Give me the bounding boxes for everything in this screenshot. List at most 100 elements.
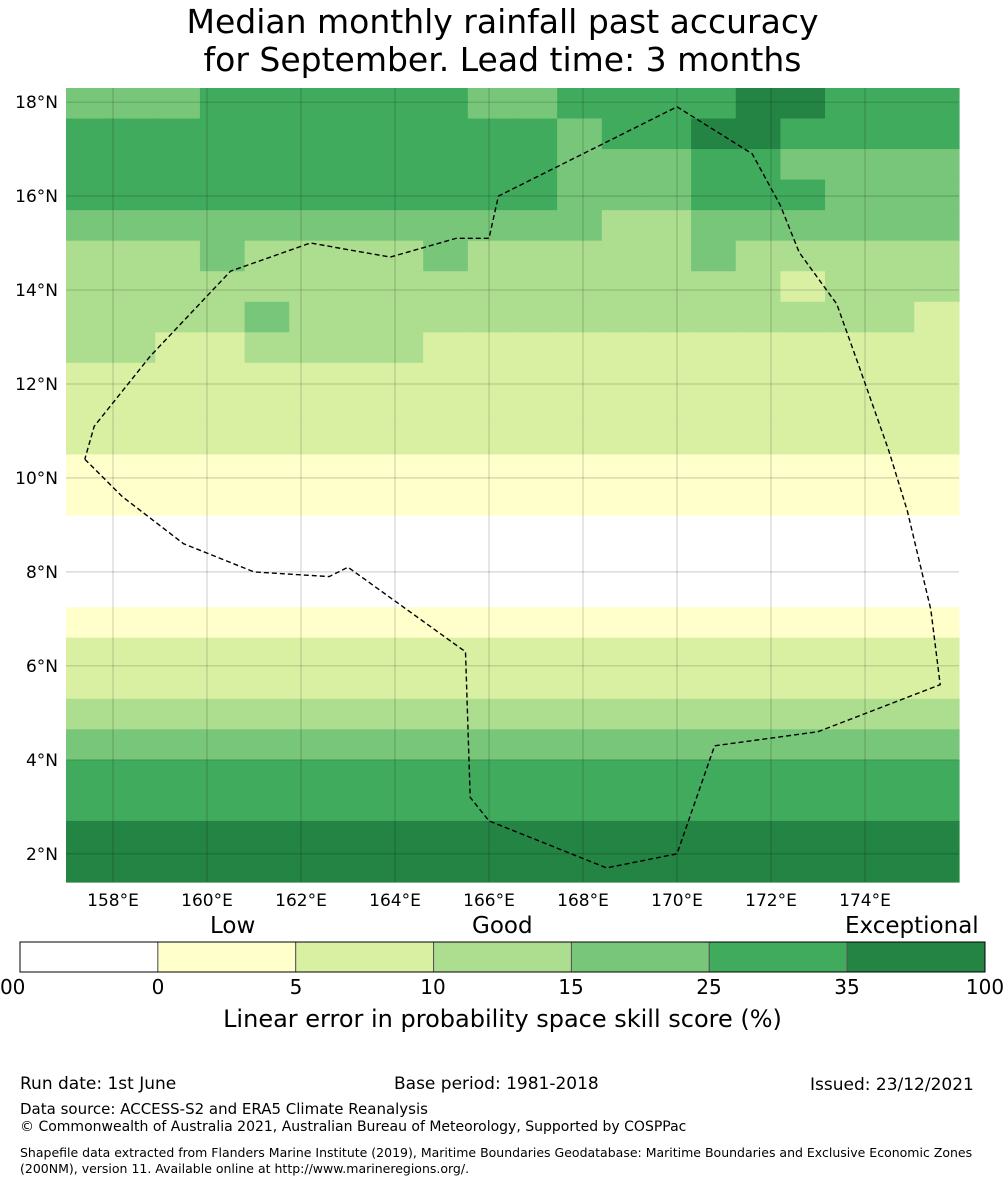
grid-cell <box>825 332 871 364</box>
grid-cell <box>914 515 960 547</box>
grid-cell <box>691 118 737 150</box>
grid-cell <box>691 485 737 517</box>
grid-cell <box>378 607 424 639</box>
grid-cell <box>66 88 112 120</box>
grid-cell <box>66 362 112 394</box>
grid-cell <box>110 790 156 822</box>
grid-cell <box>825 790 871 822</box>
grid-cell <box>244 790 290 822</box>
grid-cell <box>289 546 335 578</box>
grid-cell <box>780 851 826 883</box>
grid-cell <box>378 485 424 517</box>
grid-cell <box>601 576 648 608</box>
grid-cell <box>557 759 603 791</box>
grid-cell <box>691 301 737 333</box>
grid-cell <box>869 240 915 272</box>
grid-cell <box>467 149 514 181</box>
colorbar-tick: -100 <box>0 975 26 999</box>
grid-cell <box>780 454 826 486</box>
grid-cell <box>601 637 648 669</box>
latitude-tick-label: 18°N <box>15 93 58 113</box>
grid-cell <box>646 301 692 333</box>
grid-cell <box>914 423 960 456</box>
grid-cell <box>512 332 558 364</box>
grid-cell <box>601 454 648 486</box>
grid-cell <box>557 729 603 761</box>
grid-cell <box>467 485 514 517</box>
grid-cell <box>289 210 335 242</box>
grid-cell <box>735 88 781 120</box>
grid-cell <box>155 88 201 120</box>
grid-cell <box>155 332 201 364</box>
grid-cell <box>735 393 781 425</box>
grid-cell <box>333 759 380 791</box>
grid-cell <box>289 423 335 456</box>
grid-cell <box>66 515 112 547</box>
grid-cell <box>378 423 424 456</box>
grid-cell <box>825 820 871 853</box>
grid-cell <box>557 576 603 608</box>
grid-cell <box>780 88 826 120</box>
grid-cell <box>378 820 424 853</box>
grid-cell <box>66 607 112 639</box>
longitude-axis: 158°E 160°E 162°E 164°E 166°E 168°E 170°E 172°E… <box>87 891 891 911</box>
grid-cell <box>646 149 692 181</box>
grid-cell <box>199 88 246 120</box>
grid-cell <box>467 759 514 791</box>
longitude-tick-label: 168°E <box>557 891 609 911</box>
data-source: Data source: ACCESS-S2 and ERA5 Climate … <box>20 1100 428 1118</box>
grid-cell <box>333 271 380 303</box>
grid-cell <box>289 362 335 394</box>
grid-cell <box>244 423 290 456</box>
grid-cell <box>825 546 871 578</box>
grid-cell <box>289 790 335 822</box>
grid-cell <box>825 485 871 517</box>
grid-cell <box>691 668 737 700</box>
grid-cell <box>378 301 424 333</box>
grid-cell <box>646 637 692 669</box>
grid-cell <box>914 179 960 211</box>
grid-cell <box>557 301 603 333</box>
grid-cell <box>512 423 558 456</box>
grid-cell <box>66 668 112 700</box>
grid-cell <box>601 271 648 303</box>
grid-cell <box>378 393 424 425</box>
grid-cell <box>601 668 648 700</box>
grid-cell <box>601 393 648 425</box>
grid-cell <box>333 454 380 486</box>
grid-cell <box>110 668 156 700</box>
grid-cell <box>289 729 335 761</box>
grid-cell <box>735 240 781 272</box>
grid-cell <box>646 698 692 730</box>
grid-cell <box>780 423 826 456</box>
grid-cell <box>199 820 246 853</box>
grid-cell <box>914 851 960 883</box>
grid-cell <box>110 118 156 150</box>
grid-cell <box>914 393 960 425</box>
colorbar-swatch <box>295 941 435 973</box>
grid-cell <box>333 515 380 547</box>
grid-cell <box>333 240 380 272</box>
grid-cell <box>66 240 112 272</box>
grid-cell <box>467 607 514 639</box>
grid-cell <box>557 454 603 486</box>
grid-cell <box>467 362 514 394</box>
grid-cell <box>646 790 692 822</box>
grid-cell <box>378 118 424 150</box>
grid-cell <box>244 698 290 730</box>
grid-cell <box>512 362 558 394</box>
grid-cell <box>423 729 469 761</box>
grid-cell <box>601 546 648 578</box>
grid-cell <box>378 637 424 669</box>
grid-cell <box>333 546 380 578</box>
grid-cell <box>423 393 469 425</box>
grid-cell <box>333 332 380 364</box>
grid-cell <box>557 332 603 364</box>
grid-cell <box>646 118 692 150</box>
latitude-tick-label: 16°N <box>15 187 58 207</box>
grid-cell <box>512 301 558 333</box>
grid-cell <box>735 851 781 883</box>
grid-cell <box>601 301 648 333</box>
grid-cell <box>199 790 246 822</box>
